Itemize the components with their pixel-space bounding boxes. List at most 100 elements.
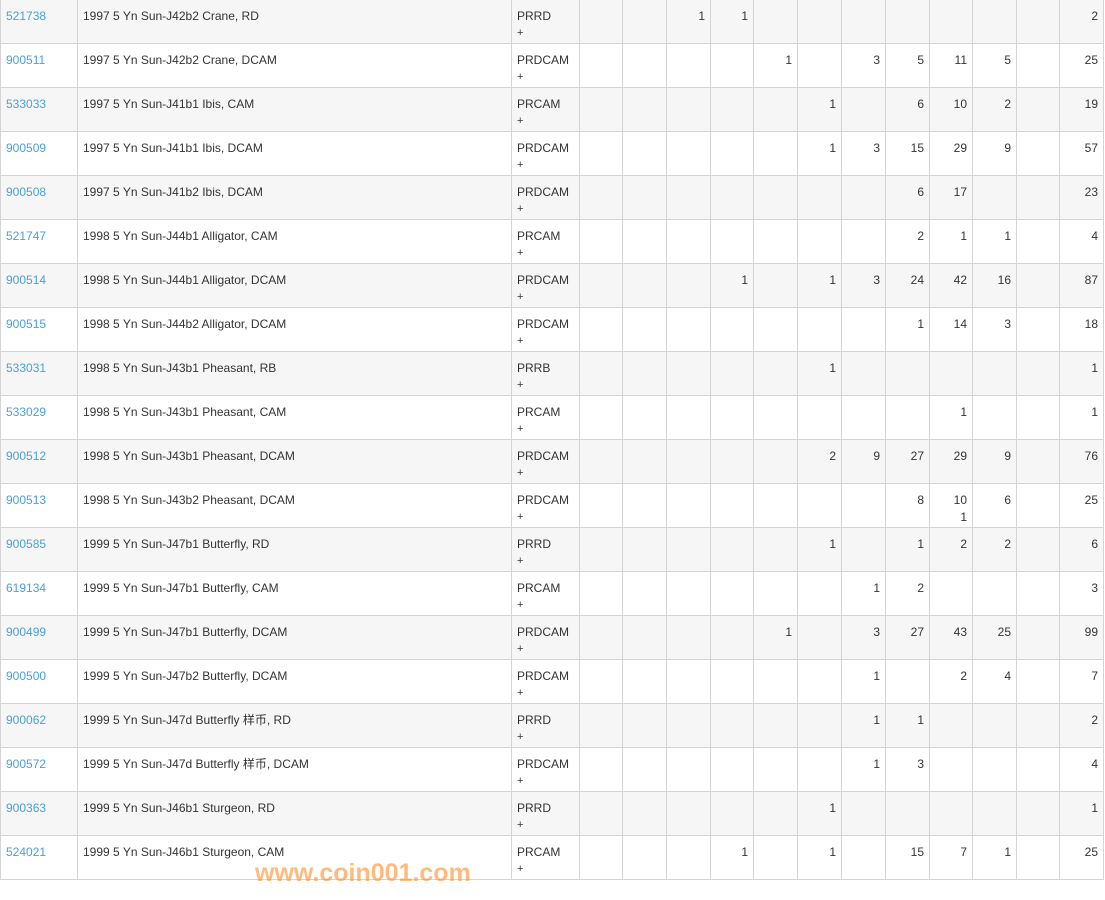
grade-count-cell (579, 131, 623, 176)
grade-count-cell (929, 703, 973, 748)
grade-count-cell (753, 703, 798, 748)
cert-id-link[interactable]: 533029 (6, 405, 47, 419)
grade-count-cell (972, 0, 1017, 44)
cert-id-link[interactable]: 900499 (6, 625, 47, 639)
grade-count-cell: 16 (972, 263, 1017, 308)
total-cell: 1 (1059, 791, 1104, 836)
grade-count-cell (579, 835, 623, 880)
total-cell: 87 (1059, 263, 1104, 308)
grade-count-cell (753, 527, 798, 572)
cert-id-cell: 900512 (0, 439, 78, 484)
grade-count-cell (579, 747, 623, 792)
cert-id-link[interactable]: 900585 (6, 537, 47, 551)
grade-count-cell (841, 351, 886, 396)
grade-count-cell: 25 (972, 615, 1017, 660)
cert-id-link[interactable]: 619134 (6, 581, 47, 595)
grade-count-cell (710, 747, 754, 792)
grade-type: PRDCAM (517, 757, 570, 771)
grade-count-cell (579, 175, 623, 220)
grade-count-cell (972, 703, 1017, 748)
cert-id-link[interactable]: 900500 (6, 669, 47, 683)
grade-count-cell (622, 131, 667, 176)
cert-id-cell: 900062 (0, 703, 78, 748)
table-row: 900499 1999 5 Yn Sun-J47b1 Butterfly, DCA… (0, 615, 1104, 660)
grade-count-cell: 42 (929, 263, 973, 308)
grade-count-cell (666, 571, 711, 616)
grade-count-cell: 2 (972, 87, 1017, 132)
cert-id-link[interactable]: 900515 (6, 317, 47, 331)
grade-count-cell (622, 395, 667, 440)
grade-count-cell (710, 87, 754, 132)
cert-id-link[interactable]: 900512 (6, 449, 47, 463)
grade-count-cell (753, 175, 798, 220)
grade-count-cell (710, 307, 754, 352)
cert-id-link[interactable]: 900514 (6, 273, 47, 287)
cert-id-link[interactable]: 900572 (6, 757, 47, 771)
cert-id-link[interactable]: 900509 (6, 141, 47, 155)
description-cell: 1997 5 Yn Sun-J41b2 Ibis, DCAM (77, 175, 512, 220)
cert-id-link[interactable]: 533031 (6, 361, 47, 375)
grade-type-cell: PRCAM + (511, 395, 580, 440)
grade-count-cell (710, 219, 754, 264)
grade-count-cell (841, 835, 886, 880)
grade-count-cell (710, 703, 754, 748)
description-cell: 1999 5 Yn Sun-J47b1 Butterfly, CAM (77, 571, 512, 616)
grade-count-cell (710, 395, 754, 440)
plus-marker: + (517, 291, 524, 303)
cert-id-link[interactable]: 521747 (6, 229, 47, 243)
grade-count-cell (797, 615, 842, 660)
table-row: 900515 1998 5 Yn Sun-J44b2 Alligator, DCA… (0, 307, 1104, 352)
grade-count-cell (797, 483, 842, 528)
grade-count-cell (579, 395, 623, 440)
grade-count-cell: 1 (797, 791, 842, 836)
cert-id-link[interactable]: 900363 (6, 801, 47, 815)
grade-count-cell: 1 (972, 835, 1017, 880)
grade-count-cell: 3 (841, 263, 886, 308)
grade-count-cell (622, 439, 667, 484)
grade-type-cell: PRRD + (511, 791, 580, 836)
grade-count-cell: 27 (885, 615, 930, 660)
grade-count-cell: 1 (929, 395, 973, 440)
cert-id-link[interactable]: 533033 (6, 97, 47, 111)
grade-type-cell: PRCAM + (511, 87, 580, 132)
grade-count-cell (972, 175, 1017, 220)
grade-count-cell: 9 (972, 131, 1017, 176)
grade-count-cell: 1 (841, 703, 886, 748)
table-row: 524021 1999 5 Yn Sun-J46b1 Sturgeon, CAM P… (0, 835, 1104, 880)
cert-id-cell: 533031 (0, 351, 78, 396)
grade-type-cell: PRRD + (511, 527, 580, 572)
cert-id-link[interactable]: 900062 (6, 713, 47, 727)
grade-count-cell (841, 791, 886, 836)
cert-id-cell: 900508 (0, 175, 78, 220)
grade-count-cell (622, 175, 667, 220)
table-row: 521747 1998 5 Yn Sun-J44b1 Alligator, CAM… (0, 219, 1104, 264)
grade-count-cell (1016, 87, 1060, 132)
cert-id-link[interactable]: 524021 (6, 845, 47, 859)
grade-type: PRCAM (517, 229, 561, 243)
cert-id-link[interactable]: 900513 (6, 493, 47, 507)
plus-marker: + (517, 511, 524, 523)
grade-count-cell (622, 747, 667, 792)
cert-id-cell: 900499 (0, 615, 78, 660)
grade-count-cell: 2 (929, 527, 973, 572)
grade-count-cell (579, 43, 623, 88)
grade-count-cell (622, 791, 667, 836)
grade-count-cell (579, 703, 623, 748)
grade-type-cell: PRRB + (511, 351, 580, 396)
table-row: 900585 1999 5 Yn Sun-J47b1 Butterfly, RD P… (0, 527, 1104, 572)
grade-count-cell (579, 0, 623, 44)
cert-id-link[interactable]: 900508 (6, 185, 47, 199)
grade-count-cell: 9 (841, 439, 886, 484)
cert-id-link[interactable]: 521738 (6, 9, 47, 23)
grade-count-cell (1016, 747, 1060, 792)
grade-count-cell (1016, 263, 1060, 308)
total-cell: 1 (1059, 395, 1104, 440)
grade-count-cell (797, 0, 842, 44)
total-cell: 6 (1059, 527, 1104, 572)
grade-type: PRDCAM (517, 273, 570, 287)
cert-id-cell: 900500 (0, 659, 78, 704)
cert-id-link[interactable]: 900511 (6, 53, 46, 67)
grade-count-cell: 6 (885, 87, 930, 132)
grade-type: PRDCAM (517, 141, 570, 155)
description-cell: 1999 5 Yn Sun-J47b1 Butterfly, RD (77, 527, 512, 572)
